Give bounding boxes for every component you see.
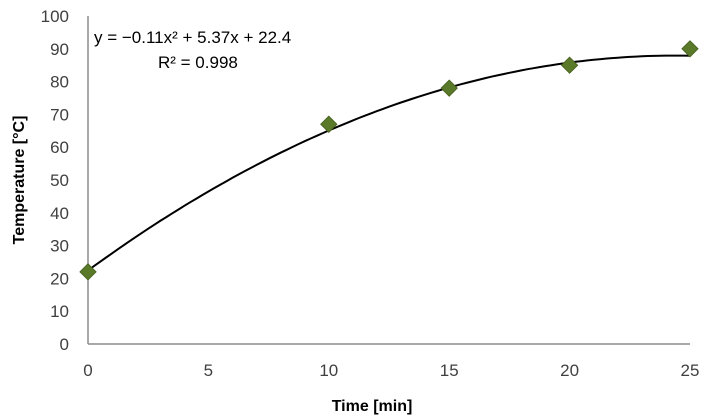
y-tick-label: 60 bbox=[50, 138, 69, 157]
y-tick-label: 10 bbox=[50, 302, 69, 321]
trendline-equation: y = −0.11x² + 5.37x + 22.4 bbox=[94, 28, 291, 47]
x-tick-label: 15 bbox=[440, 361, 459, 380]
data-point-diamond bbox=[320, 115, 338, 133]
y-tick-label: 0 bbox=[60, 335, 69, 354]
y-tick-label: 30 bbox=[50, 237, 69, 256]
y-tick-label: 80 bbox=[50, 73, 69, 92]
y-tick-label: 90 bbox=[50, 40, 69, 59]
y-tick-label: 100 bbox=[41, 7, 69, 26]
y-tick-label: 20 bbox=[50, 269, 69, 288]
x-tick-label: 20 bbox=[560, 361, 579, 380]
trendline-curve bbox=[87, 54, 691, 272]
r-squared-label: R² = 0.998 bbox=[158, 53, 238, 72]
x-axis-title: Time [min] bbox=[332, 398, 413, 415]
data-point-diamond bbox=[681, 40, 699, 58]
data-point-diamond bbox=[440, 79, 458, 97]
y-axis-ticks: 0 10 20 30 40 50 60 70 80 90 100 bbox=[41, 7, 69, 354]
data-point-diamond bbox=[560, 56, 579, 74]
x-tick-label: 5 bbox=[204, 361, 213, 380]
y-axis-title: Temperature [°C] bbox=[11, 116, 28, 245]
x-tick-label: 25 bbox=[681, 361, 700, 380]
x-tick-label: 10 bbox=[319, 361, 338, 380]
data-point-diamond bbox=[79, 263, 97, 281]
y-tick-label: 50 bbox=[50, 171, 69, 190]
y-tick-label: 70 bbox=[50, 105, 69, 124]
x-tick-label: 0 bbox=[83, 361, 92, 380]
x-axis-ticks: 0 5 10 15 20 25 bbox=[83, 361, 699, 380]
y-tick-label: 40 bbox=[50, 204, 69, 223]
data-points bbox=[79, 40, 699, 281]
